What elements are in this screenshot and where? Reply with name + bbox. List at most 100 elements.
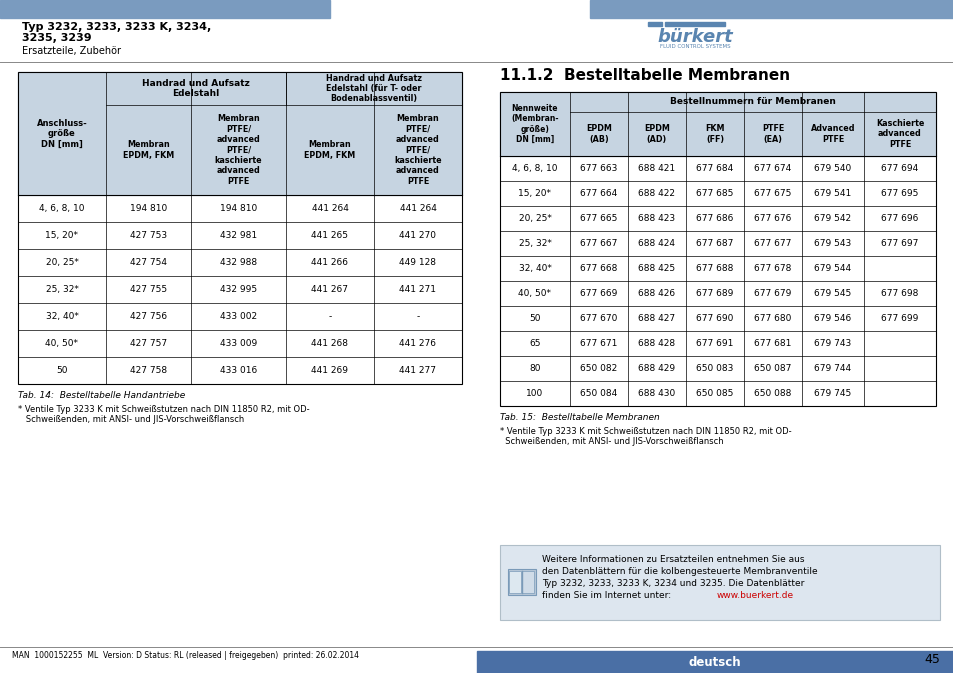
Text: 3235, 3239: 3235, 3239 xyxy=(22,33,91,43)
Text: 679 544: 679 544 xyxy=(814,264,851,273)
Text: 432 981: 432 981 xyxy=(220,231,256,240)
Text: 677 691: 677 691 xyxy=(696,339,733,348)
Text: 441 266: 441 266 xyxy=(312,258,348,267)
Text: 650 088: 650 088 xyxy=(754,389,791,398)
Text: 688 422: 688 422 xyxy=(638,189,675,198)
Text: 677 668: 677 668 xyxy=(579,264,617,273)
Text: 679 545: 679 545 xyxy=(814,289,851,298)
Text: 677 663: 677 663 xyxy=(579,164,617,173)
Text: 65: 65 xyxy=(529,339,540,348)
Text: * Ventile Typ 3233 K mit Schweißstutzen nach DIN 11850 R2, mit OD-
  Schweißende: * Ventile Typ 3233 K mit Schweißstutzen … xyxy=(499,427,791,446)
Text: 432 988: 432 988 xyxy=(220,258,256,267)
Text: 32, 40*: 32, 40* xyxy=(46,312,78,321)
Text: Typ 3232, 3233, 3233 K, 3234 und 3235. Die Datenblätter: Typ 3232, 3233, 3233 K, 3234 und 3235. D… xyxy=(541,579,803,588)
Text: Anschluss-
größe
DN [mm]: Anschluss- größe DN [mm] xyxy=(36,118,88,149)
Text: Advanced
PTFE: Advanced PTFE xyxy=(810,125,854,144)
Text: 677 689: 677 689 xyxy=(696,289,733,298)
Text: 427 756: 427 756 xyxy=(130,312,167,321)
Text: Weitere Informationen zu Ersatzteilen entnehmen Sie aus: Weitere Informationen zu Ersatzteilen en… xyxy=(541,555,803,564)
Text: 677 688: 677 688 xyxy=(696,264,733,273)
Text: 677 674: 677 674 xyxy=(754,164,791,173)
Text: 441 270: 441 270 xyxy=(399,231,436,240)
Bar xyxy=(664,22,724,26)
Text: 25, 32*: 25, 32* xyxy=(46,285,78,294)
Text: Nennweite
(Membran-
größe)
DN [mm]: Nennweite (Membran- größe) DN [mm] xyxy=(511,104,558,144)
Bar xyxy=(647,22,661,26)
Text: 441 271: 441 271 xyxy=(399,285,436,294)
Text: -: - xyxy=(328,312,332,321)
Bar xyxy=(509,571,520,592)
Text: Tab. 15:  Bestelltabelle Membranen: Tab. 15: Bestelltabelle Membranen xyxy=(499,413,659,422)
Text: 650 083: 650 083 xyxy=(696,364,733,373)
Text: Membran
PTFE/
advanced
PTFE/
kaschierte
advanced
PTFE: Membran PTFE/ advanced PTFE/ kaschierte … xyxy=(214,114,262,186)
Text: 677 699: 677 699 xyxy=(881,314,918,323)
Text: * Ventile Typ 3233 K mit Schweißstutzen nach DIN 11850 R2, mit OD-
   Schweißend: * Ventile Typ 3233 K mit Schweißstutzen … xyxy=(18,405,310,425)
Text: 650 084: 650 084 xyxy=(579,389,617,398)
Text: 677 676: 677 676 xyxy=(754,214,791,223)
Text: 20, 25*: 20, 25* xyxy=(518,214,551,223)
Text: Membran
PTFE/
advanced
PTFE/
kaschierte
advanced
PTFE: Membran PTFE/ advanced PTFE/ kaschierte … xyxy=(394,114,441,186)
Text: 679 541: 679 541 xyxy=(814,189,851,198)
Text: 80: 80 xyxy=(529,364,540,373)
Text: 25, 32*: 25, 32* xyxy=(518,239,551,248)
Text: 427 753: 427 753 xyxy=(130,231,167,240)
Text: Handrad und Aufsatz
Edelstahl: Handrad und Aufsatz Edelstahl xyxy=(142,79,250,98)
Text: 679 744: 679 744 xyxy=(814,364,851,373)
Text: 677 696: 677 696 xyxy=(881,214,918,223)
Text: 432 995: 432 995 xyxy=(220,285,256,294)
Text: finden Sie im Internet unter:: finden Sie im Internet unter: xyxy=(541,591,673,600)
Text: -: - xyxy=(416,312,419,321)
Bar xyxy=(18,72,461,195)
Text: 15, 20*: 15, 20* xyxy=(46,231,78,240)
Text: 677 665: 677 665 xyxy=(579,214,617,223)
Text: 441 269: 441 269 xyxy=(312,366,348,375)
Text: 688 426: 688 426 xyxy=(638,289,675,298)
Text: 677 686: 677 686 xyxy=(696,214,733,223)
Text: EPDM
(AB): EPDM (AB) xyxy=(585,125,611,144)
Text: 650 082: 650 082 xyxy=(579,364,617,373)
Text: 194 810: 194 810 xyxy=(219,204,257,213)
Bar xyxy=(18,72,461,384)
Text: 677 667: 677 667 xyxy=(579,239,617,248)
Text: 688 430: 688 430 xyxy=(638,389,675,398)
Text: MAN  1000152255  ML  Version: D Status: RL (released | freigegeben)  printed: 26: MAN 1000152255 ML Version: D Status: RL … xyxy=(12,651,358,660)
Text: 688 421: 688 421 xyxy=(638,164,675,173)
Text: 679 743: 679 743 xyxy=(814,339,851,348)
Text: FKM
(FF): FKM (FF) xyxy=(704,125,724,144)
Text: 688 428: 688 428 xyxy=(638,339,675,348)
Text: Membran
EPDM, FKM: Membran EPDM, FKM xyxy=(304,140,355,160)
Bar xyxy=(0,0,330,18)
Bar xyxy=(499,92,935,406)
Text: 679 542: 679 542 xyxy=(814,214,851,223)
Text: 688 424: 688 424 xyxy=(638,239,675,248)
Text: 677 697: 677 697 xyxy=(881,239,918,248)
Text: 50: 50 xyxy=(529,314,540,323)
Text: Ersatzteile, Zubehör: Ersatzteile, Zubehör xyxy=(22,46,121,56)
Text: Typ 3232, 3233, 3233 K, 3234,: Typ 3232, 3233, 3233 K, 3234, xyxy=(22,22,211,32)
Text: 441 277: 441 277 xyxy=(399,366,436,375)
Text: 194 810: 194 810 xyxy=(130,204,167,213)
Text: 677 677: 677 677 xyxy=(754,239,791,248)
Bar xyxy=(499,92,935,156)
Text: 40, 50*: 40, 50* xyxy=(518,289,551,298)
Text: 677 687: 677 687 xyxy=(696,239,733,248)
Text: 677 690: 677 690 xyxy=(696,314,733,323)
Text: EPDM
(AD): EPDM (AD) xyxy=(643,125,669,144)
Text: Tab. 14:  Bestelltabelle Handantriebe: Tab. 14: Bestelltabelle Handantriebe xyxy=(18,391,185,400)
Text: 677 670: 677 670 xyxy=(579,314,617,323)
Text: 679 745: 679 745 xyxy=(814,389,851,398)
Text: 20, 25*: 20, 25* xyxy=(46,258,78,267)
Text: 441 276: 441 276 xyxy=(399,339,436,348)
Text: Membran
EPDM, FKM: Membran EPDM, FKM xyxy=(123,140,174,160)
Bar xyxy=(499,545,939,620)
Text: www.buerkert.de: www.buerkert.de xyxy=(717,591,793,600)
Text: 677 664: 677 664 xyxy=(579,189,617,198)
Bar xyxy=(507,569,536,594)
Text: 650 087: 650 087 xyxy=(754,364,791,373)
Text: 688 429: 688 429 xyxy=(638,364,675,373)
Text: 688 427: 688 427 xyxy=(638,314,675,323)
Text: 688 425: 688 425 xyxy=(638,264,675,273)
Text: 433 009: 433 009 xyxy=(219,339,257,348)
Text: 11.1.2  Bestelltabelle Membranen: 11.1.2 Bestelltabelle Membranen xyxy=(499,68,789,83)
Text: 4, 6, 8, 10: 4, 6, 8, 10 xyxy=(39,204,85,213)
